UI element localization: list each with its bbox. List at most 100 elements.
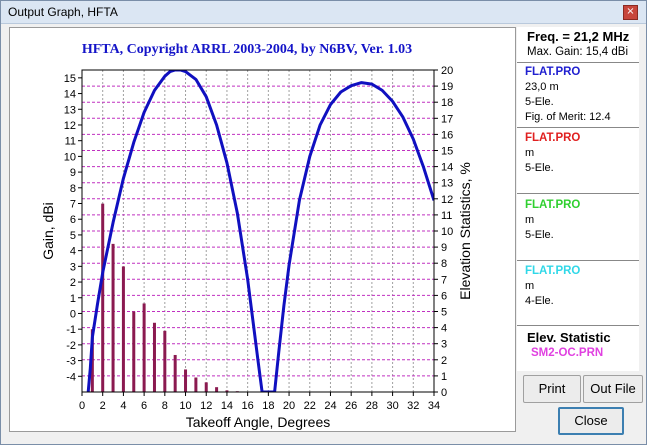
x-tick-label: 26 xyxy=(345,400,357,412)
legend-entry-4: FLAT.PRO m 4-Ele. xyxy=(525,264,580,309)
elevation-bar xyxy=(215,387,219,392)
y-tick-label: 11 xyxy=(65,136,76,148)
y2-tick-label: 9 xyxy=(441,242,447,254)
y2-tick-label: 4 xyxy=(441,323,447,335)
y2-tick-label: 1 xyxy=(441,371,447,383)
y2-tick-label: 16 xyxy=(441,129,453,141)
window-title: Output Graph, HFTA xyxy=(8,5,118,19)
legend-divider xyxy=(517,127,639,128)
x-ticks: 0 2 4 6 8 10 12 14 16 18 20 22 24 26 28 30 32 34 xyxy=(79,392,440,412)
x-tick-label: 14 xyxy=(221,400,233,412)
y2-tick-label: 13 xyxy=(441,178,453,190)
frequency-label: Freq. = 21,2 MHz xyxy=(527,29,630,44)
legend-entry-line: 23,0 m xyxy=(525,81,559,93)
y-tick-label: 13 xyxy=(64,104,76,116)
elevation-bar xyxy=(101,203,105,392)
y2-axis-label: Elevation Statistics, % xyxy=(457,162,473,300)
y2-tick-label: 0 xyxy=(441,387,447,399)
legend-entry-line: m xyxy=(525,214,535,226)
elevation-bar xyxy=(194,377,198,392)
y2-tick-label: 14 xyxy=(441,162,453,174)
elevation-bar xyxy=(225,390,229,392)
y2-tick-label: 2 xyxy=(441,355,447,367)
y-tick-label: 6 xyxy=(70,214,76,226)
legend-entry-2: FLAT.PRO m 5-Ele. xyxy=(525,131,580,176)
chart-title: HFTA, Copyright ARRL 2003-2004, by N6BV,… xyxy=(82,42,412,57)
y-tick-label: 5 xyxy=(70,230,76,242)
y-tick-label: 8 xyxy=(70,183,76,195)
legend-entry-line: 5-Ele. xyxy=(525,162,554,174)
elevation-bar xyxy=(204,382,208,392)
legend-divider xyxy=(517,260,639,261)
legend-divider xyxy=(517,62,639,63)
elevation-bar xyxy=(132,311,136,392)
y-tick-label: 12 xyxy=(64,120,76,132)
y-tick-label: 1 xyxy=(70,293,76,305)
elevation-bar xyxy=(152,322,156,392)
y2-tick-label: 17 xyxy=(441,113,453,125)
window-close-icon[interactable]: × xyxy=(623,5,638,20)
legend-entry-name: FLAT.PRO xyxy=(525,66,581,78)
y2-tick-label: 15 xyxy=(441,146,453,158)
elevation-bar xyxy=(173,354,177,392)
y-tick-label: 9 xyxy=(70,167,76,179)
y2-tick-label: 11 xyxy=(441,210,452,222)
elevation-bar xyxy=(163,330,167,392)
legend-entry-line: m xyxy=(525,280,535,292)
x-tick-label: 12 xyxy=(200,400,212,412)
x-tick-label: 34 xyxy=(428,400,440,412)
title-bar: Output Graph, HFTA × xyxy=(1,1,646,24)
x-tick-label: 2 xyxy=(100,400,106,412)
y2-tick-label: 3 xyxy=(441,339,447,351)
legend-entry-3: FLAT.PRO m 5-Ele. xyxy=(525,198,580,243)
elev-statistic-file: SM2-OC.PRN xyxy=(531,347,604,359)
y-tick-label: 0 xyxy=(70,308,76,320)
elev-statistic-title: Elev. Statistic xyxy=(527,330,611,345)
y-tick-label: 3 xyxy=(70,261,76,273)
legend-divider xyxy=(517,325,639,326)
y-tick-label: 4 xyxy=(70,246,76,258)
out-file-button[interactable]: Out File xyxy=(583,375,643,403)
y2-tick-label: 10 xyxy=(441,226,453,238)
legend-entry-1: FLAT.PRO 23,0 m 5-Ele. Fig. of Merit: 12… xyxy=(525,65,611,125)
x-tick-label: 22 xyxy=(304,400,316,412)
print-button[interactable]: Print xyxy=(523,375,581,403)
plot-panel: HFTA, Copyright ARRL 2003-2004, by N6BV,… xyxy=(9,27,516,432)
y-tick-label: 7 xyxy=(70,199,76,211)
x-tick-label: 18 xyxy=(262,400,274,412)
y-tick-label: 14 xyxy=(64,89,76,101)
y2-tick-label: 12 xyxy=(441,194,453,206)
y-axis-label: Gain, dBi xyxy=(40,202,56,260)
x-tick-label: 0 xyxy=(79,400,85,412)
elevation-bar xyxy=(121,266,125,392)
gain-lines xyxy=(86,70,434,392)
gain-series-line xyxy=(86,70,434,392)
legend-panel: Freq. = 21,2 MHz Max. Gain: 15,4 dBi FLA… xyxy=(517,27,639,371)
legend-entry-name: FLAT.PRO xyxy=(525,199,581,211)
x-tick-label: 16 xyxy=(242,400,254,412)
elevation-bar xyxy=(142,303,146,392)
legend-entry-name: FLAT.PRO xyxy=(525,265,581,277)
elevation-bars xyxy=(90,203,239,392)
y-tick-label: -1 xyxy=(66,324,76,336)
x-axis-label: Takeoff Angle, Degrees xyxy=(186,414,331,430)
y2-tick-label: 6 xyxy=(441,290,447,302)
y2-tick-label: 7 xyxy=(441,274,447,286)
elevation-bar xyxy=(90,329,94,392)
elevation-bar xyxy=(111,243,115,392)
x-tick-label: 8 xyxy=(162,400,168,412)
x-tick-label: 28 xyxy=(366,400,378,412)
x-tick-label: 32 xyxy=(407,400,419,412)
legend-entry-line: 4-Ele. xyxy=(525,295,554,307)
y2-tick-label: 20 xyxy=(441,65,453,77)
y-tick-label: -2 xyxy=(66,340,76,352)
close-button[interactable]: Close xyxy=(558,407,624,435)
x-tick-label: 6 xyxy=(141,400,147,412)
y-tick-label: 10 xyxy=(64,151,76,163)
y-tick-label: 15 xyxy=(64,73,76,85)
x-tick-label: 24 xyxy=(324,400,336,412)
x-tick-label: 30 xyxy=(386,400,398,412)
